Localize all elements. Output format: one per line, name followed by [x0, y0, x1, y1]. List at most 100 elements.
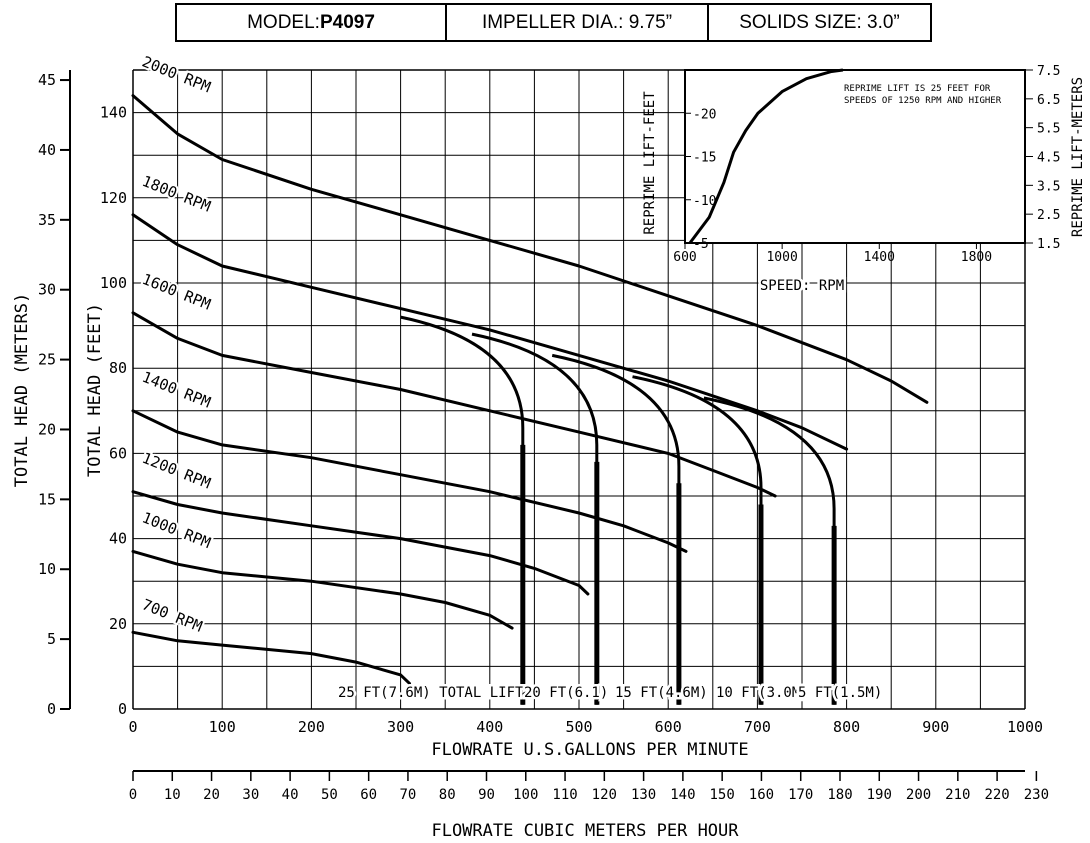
y-axis-label-meters: TOTAL HEAD (METERS) [12, 293, 32, 487]
x-tick-label: 200 [298, 718, 325, 736]
y-tick-label-feet: 80 [109, 359, 127, 377]
solids-label: SOLIDS SIZE: 3.0” [739, 11, 900, 33]
inset-y2-tick-label: 2.5 [1037, 208, 1060, 223]
lift-limit-label: 10 FT(3.0M) [716, 685, 809, 701]
y-tick-label-feet: 100 [100, 274, 127, 292]
lift-limit-label: 15 FT(4.6M) [615, 685, 708, 701]
cmh-tick-label: 140 [670, 787, 695, 803]
cmh-tick-label: 110 [552, 787, 577, 803]
x-tick-label: 1000 [1007, 718, 1043, 736]
rpm-label: 1400 RPM [140, 368, 214, 412]
meters-tick-label: 30 [38, 281, 56, 299]
x2-axis-label: FLOWRATE CUBIC METERS PER HOUR [431, 821, 739, 841]
meters-tick-label: 25 [38, 351, 56, 369]
cmh-tick-label: 170 [788, 787, 813, 803]
model-cell: MODEL: P4097 [177, 5, 447, 40]
rpm-label: 1800 RPM [140, 172, 214, 216]
inset-y-axis-label-feet: REPRIME LIFT-FEET [642, 91, 658, 235]
rpm-label: 1200 RPM [140, 449, 214, 493]
cmh-tick-label: 10 [164, 787, 181, 803]
meters-tick-label: 15 [38, 490, 56, 508]
y-tick-label-feet: 140 [100, 104, 127, 122]
head-curve-1400-rpm [131, 409, 688, 553]
cmh-tick-label: 130 [631, 787, 656, 803]
cmh-tick-label: 50 [321, 787, 338, 803]
inset-y2-tick-label: 5.5 [1037, 122, 1060, 137]
x-tick-label: 600 [655, 718, 682, 736]
inset-y2-tick-label: 1.5 [1037, 237, 1060, 252]
inset-y-tick-label: -10 [693, 194, 716, 209]
inset-y2-tick-label: 3.5 [1037, 179, 1060, 194]
reprime-curve [688, 68, 844, 244]
x-tick-label: 300 [387, 718, 414, 736]
pump-spec-header: MODEL: P4097 IMPELLER DIA.: 9.75” SOLIDS… [175, 3, 932, 42]
cmh-tick-label: 150 [710, 787, 735, 803]
head-curve-1200-rpm [131, 490, 590, 596]
x-tick-label: 800 [833, 718, 860, 736]
main-x-axis-label: FLOWRATE U.S.GALLONS PER MINUTE [431, 740, 748, 760]
inset-x-axis-label: SPEED: RPM [760, 278, 844, 294]
inset-y-tick-label: -15 [693, 151, 716, 166]
inset-x-tick-label: 1400 [864, 250, 895, 265]
cmh-tick-label: 210 [945, 787, 970, 803]
rpm-label: 2000 RPM [140, 53, 214, 97]
cmh-tick-label: 120 [592, 787, 617, 803]
rpm-label: 1600 RPM [140, 270, 214, 314]
x-tick-label: 500 [565, 718, 592, 736]
head-curve-2000-rpm [131, 94, 929, 404]
cmh-tick-label: 80 [439, 787, 456, 803]
y-tick-label-feet: 20 [109, 615, 127, 633]
inset-y-tick-label: -5 [693, 237, 709, 252]
axes: 0 100 200 300 400 500 600 700 800 900 100002040608… [38, 70, 1049, 803]
cmh-tick-label: 220 [984, 787, 1009, 803]
lift-limit-label: 5 FT(1.5M) [798, 685, 882, 701]
lift-limit-label: 25 FT(7.6M) TOTAL LIFT [338, 685, 524, 701]
x-tick-label: 100 [209, 718, 236, 736]
inset-y2-tick-label: 4.5 [1037, 151, 1060, 166]
y-axis-label-feet: TOTAL HEAD (FEET) [85, 303, 105, 477]
lift-limit-curve [703, 396, 836, 705]
rpm-label: 700 RPM [140, 595, 205, 635]
inset-annotation: REPRIME LIFT IS 25 FEET FOR SPEEDS OF 12… [844, 84, 1002, 106]
meters-tick-label: 5 [47, 630, 56, 648]
cmh-tick-label: 90 [478, 787, 495, 803]
solids-cell: SOLIDS SIZE: 3.0” [709, 5, 930, 40]
x-tick-label: 400 [476, 718, 503, 736]
cmh-tick-label: 60 [360, 787, 377, 803]
main-grid [132, 69, 1026, 710]
impeller-cell: IMPELLER DIA.: 9.75” [447, 5, 709, 40]
model-label: MODEL: [247, 11, 320, 33]
inset-y2-tick-label: 7.5 [1037, 64, 1060, 79]
head-curve-1600-rpm [131, 311, 777, 498]
reprime-inset: 600 1000 1400 1800 -5 -10 -15 -20 1.5 2.5 3.5 4.5 5.… [673, 64, 1060, 265]
inset-x-tick-label: 1000 [766, 250, 797, 265]
head-curve-1800-rpm [131, 213, 849, 451]
meters-tick-label: 35 [38, 211, 56, 229]
meters-tick-label: 45 [38, 71, 56, 89]
y-tick-label-feet: 0 [118, 700, 127, 718]
inset-y-axis-label-meters: REPRIME LIFT-METERS [1070, 77, 1086, 237]
cmh-tick-label: 30 [242, 787, 259, 803]
cmh-tick-label: 180 [827, 787, 852, 803]
cmh-tick-label: 100 [513, 787, 538, 803]
lift-limit-curve [551, 353, 681, 705]
cmh-tick-label: 0 [129, 787, 137, 803]
cmh-tick-label: 20 [203, 787, 220, 803]
lift-limit-curve [400, 315, 525, 705]
cmh-tick-label: 230 [1024, 787, 1049, 803]
lift-limit-curve [471, 332, 599, 705]
meters-tick-label: 0 [47, 700, 56, 718]
y-tick-label-feet: 60 [109, 444, 127, 462]
lift-limit-curve [632, 375, 763, 705]
inset-x-tick-label: 1800 [961, 250, 992, 265]
inset-frame [684, 69, 1026, 244]
impeller-label: IMPELLER DIA.: 9.75” [481, 11, 673, 33]
head-curve-700-rpm [131, 630, 411, 685]
cmh-tick-label: 190 [867, 787, 892, 803]
cmh-tick-label: 160 [749, 787, 774, 803]
meters-tick-label: 20 [38, 420, 56, 438]
y-tick-label-feet: 120 [100, 189, 127, 207]
head-curve-1000-rpm [131, 549, 514, 630]
inset-y2-tick-label: 6.5 [1037, 93, 1060, 108]
